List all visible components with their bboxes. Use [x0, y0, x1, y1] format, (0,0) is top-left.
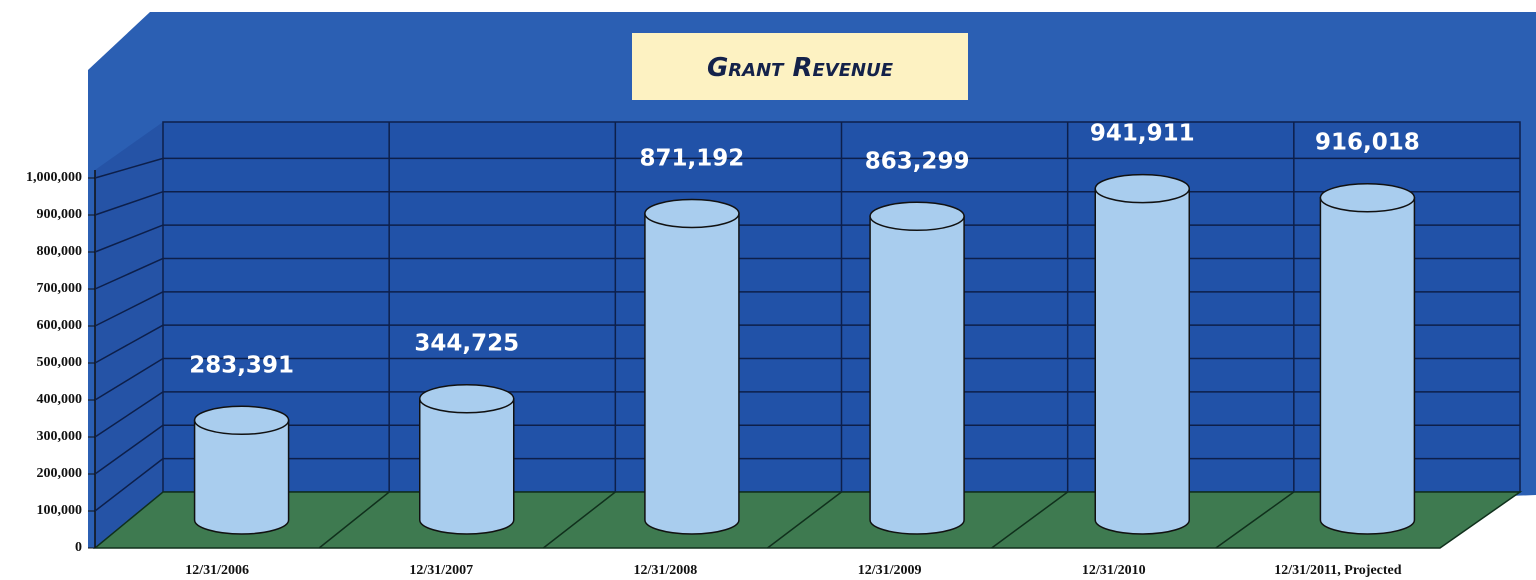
y-tick-label: 300,000 — [37, 429, 83, 444]
x-tick-label: 12/31/2008 — [634, 563, 698, 578]
value-label: 916,018 — [1315, 130, 1420, 156]
y-tick-label: 400,000 — [37, 392, 83, 407]
bar — [1094, 173, 1190, 535]
x-tick-label: 12/31/2011, Projected — [1274, 563, 1401, 578]
grid-line — [94, 357, 164, 401]
y-tick-label: 200,000 — [37, 466, 83, 481]
grid-line — [94, 291, 164, 327]
bar-body — [193, 419, 290, 535]
x-tick-label: 12/31/2010 — [1082, 563, 1146, 578]
y-tick-label: 600,000 — [37, 318, 83, 333]
grid-line — [94, 157, 164, 179]
bar-top — [1094, 173, 1190, 204]
x-tick-label: 12/31/2009 — [858, 563, 922, 578]
x-tick-label: 12/31/2006 — [185, 563, 249, 578]
grid-line — [94, 324, 164, 364]
y-tick-label: 900,000 — [37, 207, 83, 222]
bar-top — [193, 405, 290, 436]
grid-line — [94, 391, 164, 438]
bar-top — [419, 383, 515, 414]
chart-title: Grant Revenue — [707, 53, 894, 83]
bar — [193, 405, 290, 535]
floor-divider — [767, 491, 842, 549]
title-box — [632, 33, 968, 100]
floor — [92, 491, 1523, 549]
floor-divider — [318, 491, 390, 549]
bar-top — [644, 198, 740, 229]
y-tick-label: 1,000,000 — [26, 170, 82, 185]
grid-line — [94, 224, 164, 253]
bar — [869, 201, 965, 535]
grid-line — [94, 458, 164, 512]
y-tick-label: 800,000 — [37, 244, 83, 259]
y-tick-label: 0 — [75, 540, 82, 555]
value-label: 863,299 — [865, 148, 970, 174]
value-label: 283,391 — [189, 352, 294, 378]
floor-divider — [991, 491, 1069, 549]
bar-body — [1319, 196, 1416, 535]
value-label: 344,725 — [414, 331, 519, 357]
y-tick-label: 500,000 — [37, 355, 83, 370]
grid-line — [94, 191, 164, 216]
bar-body — [419, 397, 515, 535]
bar — [1319, 182, 1416, 535]
x-tick-label: 12/31/2007 — [409, 563, 473, 578]
bar-body — [1094, 187, 1190, 535]
y-tick-label: 100,000 — [37, 503, 83, 518]
grid-line — [94, 257, 164, 290]
bar-body — [644, 212, 740, 535]
value-label: 941,911 — [1090, 121, 1195, 147]
bar — [419, 383, 515, 535]
bar-top — [1319, 182, 1416, 213]
side-wall — [95, 122, 163, 548]
bar — [644, 198, 740, 535]
value-label: 871,192 — [640, 145, 745, 171]
y-tick-label: 700,000 — [37, 281, 83, 296]
bar-top — [869, 201, 965, 232]
grid-line — [94, 424, 164, 475]
floor-divider — [1215, 491, 1295, 549]
bar-body — [869, 215, 965, 535]
floor-divider — [542, 491, 616, 549]
